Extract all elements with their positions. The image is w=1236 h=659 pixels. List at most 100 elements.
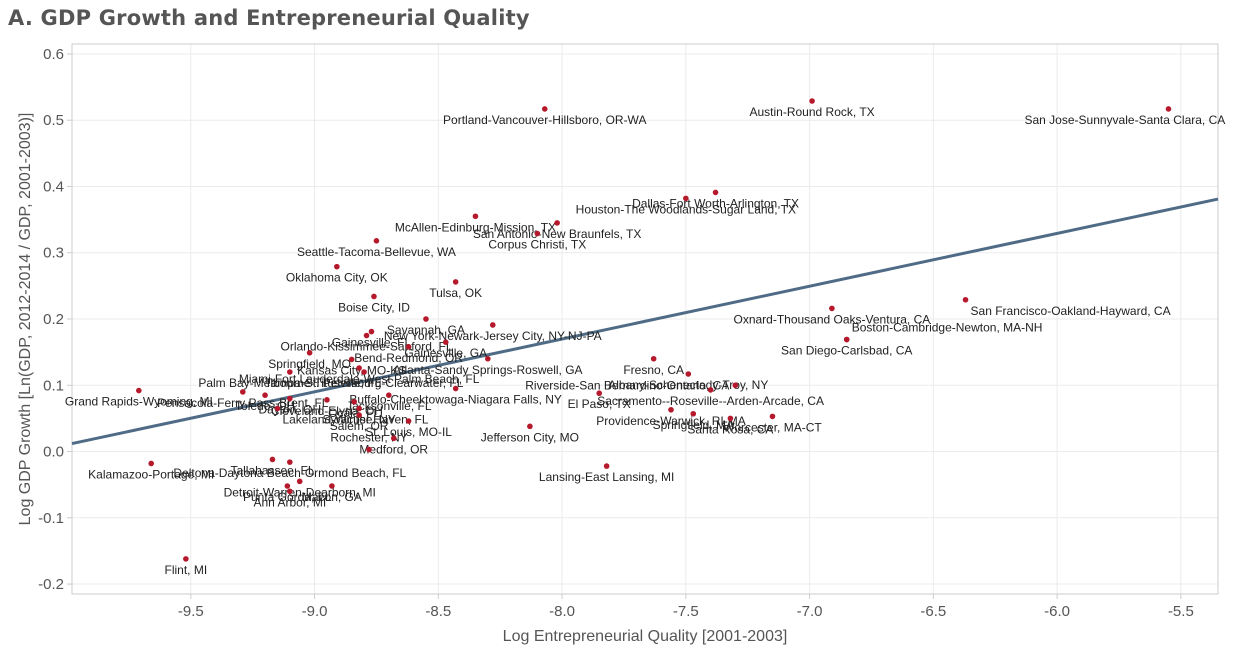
point-label: Rochester, NY xyxy=(330,431,407,445)
x-tick-label: -6.0 xyxy=(1044,603,1070,620)
point-label: Oklahoma City, OK xyxy=(286,271,388,285)
data-point xyxy=(452,279,459,285)
point-label: San Jose-Sunnyvale-Santa Clara, CA xyxy=(1025,113,1226,127)
data-points xyxy=(136,98,1172,562)
data-point xyxy=(351,399,357,405)
x-axis-ticks: -9.5 -9.0 -8.5 -8.0 -7.5 -7.0 -6.5 -6.0 -5.5 xyxy=(178,594,1194,620)
point-label: Gainesville, GA xyxy=(404,346,487,360)
data-point xyxy=(452,385,459,392)
point-label: Buffalo-Cheektowaga-Niagara Falls, NY xyxy=(349,393,562,407)
point-label: Punta Gorda, FL xyxy=(243,490,332,504)
y-tick-label: 0.5 xyxy=(43,112,64,129)
data-point xyxy=(707,387,714,393)
data-point xyxy=(262,392,268,399)
data-point xyxy=(334,263,340,270)
data-point xyxy=(829,305,835,312)
y-tick-label: -0.1 xyxy=(38,510,64,527)
data-point xyxy=(287,488,293,495)
point-label: Dayton, OH xyxy=(258,403,321,417)
point-label: Salem, OR xyxy=(330,419,389,433)
data-point xyxy=(136,387,142,394)
data-point xyxy=(239,389,246,395)
data-point xyxy=(361,369,367,375)
data-point xyxy=(690,410,697,417)
point-label: McAllen-Edinburg-Mission, TX xyxy=(395,220,556,234)
y-tick-label: -0.2 xyxy=(38,576,64,593)
x-tick-label: -8.5 xyxy=(425,603,451,620)
point-label: Ocala, FL xyxy=(328,406,380,420)
data-point xyxy=(685,371,692,377)
data-point xyxy=(769,413,776,420)
data-point xyxy=(489,322,496,328)
point-label: Lakeland-Winter Haven, FL xyxy=(282,412,428,426)
data-point xyxy=(287,459,293,465)
point-label: Detroit-Warren-Dearborn, MI xyxy=(224,485,376,499)
point-label: Oxnard-Thousand Oaks-Ventura, CA xyxy=(733,312,930,326)
x-axis-label: Log Entrepreneurial Quality [2001-2003] xyxy=(503,628,788,645)
data-point xyxy=(390,435,397,442)
data-point xyxy=(1165,106,1172,112)
data-point xyxy=(363,332,370,339)
point-label: St. Louis, MO-IL xyxy=(365,425,452,439)
point-label: Deltona-Daytona Beach-Ormond Beach, FL xyxy=(173,466,406,480)
point-label: Gainesville, FL xyxy=(332,336,412,350)
data-point xyxy=(348,356,355,363)
data-point xyxy=(284,483,291,489)
point-label: Savannah, GA xyxy=(387,323,465,337)
data-point xyxy=(962,296,969,303)
data-point xyxy=(596,390,603,397)
data-point xyxy=(368,328,375,335)
point-label: Cleveland-Elyria, OH xyxy=(271,404,383,418)
x-tick-label: -6.5 xyxy=(920,603,946,620)
point-label: El Paso, TX xyxy=(568,397,631,411)
data-point xyxy=(732,382,739,389)
data-point xyxy=(554,220,560,226)
x-tick-label: -5.5 xyxy=(1168,603,1194,620)
point-label: Miami-Fort Lauderdale-West Palm Beach, F… xyxy=(239,372,480,386)
data-point xyxy=(472,213,479,220)
data-point xyxy=(287,395,293,402)
data-point xyxy=(324,397,330,403)
point-label: Tallahassee, FL xyxy=(230,463,314,477)
data-point xyxy=(683,195,689,202)
point-label: San Antonio-New Braunfels, TX xyxy=(473,227,642,241)
data-point xyxy=(306,349,313,356)
point-labels: Portland-Vancouver-Hillsboro, OR-WA Austi… xyxy=(65,105,1225,577)
data-point xyxy=(527,423,533,430)
point-label: San Diego-Carlsbad, CA xyxy=(781,344,912,358)
y-tick-label: 0.1 xyxy=(43,377,64,394)
point-label: Orlando-Kissimmee-Sanford, FL xyxy=(281,340,453,354)
point-label: Santa Rosa, CA xyxy=(687,422,773,436)
point-label: Kalamazoo-Portage, MI xyxy=(88,467,214,481)
point-label: Portland-Vancouver-Hillsboro, OR-WA xyxy=(443,113,646,127)
point-label: Toledo, OH xyxy=(235,399,295,413)
y-tick-label: 0.4 xyxy=(43,178,64,195)
point-label: Seattle-Tacoma-Bellevue, WA xyxy=(297,245,456,259)
fit-line xyxy=(71,197,1219,446)
data-point xyxy=(423,316,429,322)
point-label: Springfield, MO xyxy=(268,357,351,371)
data-point xyxy=(329,483,335,489)
data-point xyxy=(371,293,377,300)
data-point xyxy=(269,456,276,463)
data-point xyxy=(650,355,657,362)
y-axis-label: Log GDP Growth [Ln(GDP, 2012-2014 / GDP,… xyxy=(17,113,34,526)
data-point xyxy=(405,344,412,350)
point-label: Corpus Christi, TX xyxy=(488,238,586,252)
y-tick-label: 0.2 xyxy=(43,311,64,328)
data-point xyxy=(296,478,303,485)
point-label: Palm Bay-Melbourne-Titusville, FL xyxy=(198,376,381,390)
data-point xyxy=(809,98,815,104)
grid-lines xyxy=(72,44,1218,594)
point-label: Grand Rapids-Wyoming, MI xyxy=(65,395,213,409)
point-label: Springfield, MA xyxy=(653,418,734,432)
point-label: Lansing-East Lansing, MI xyxy=(539,470,674,484)
data-point xyxy=(712,189,719,196)
y-tick-label: 0.3 xyxy=(43,245,64,262)
point-label: Jefferson City, MO xyxy=(481,430,579,444)
y-axis-ticks: 0.6 0.5 0.4 0.3 0.2 0.1 0.0 -0.1 -0.2 xyxy=(38,46,72,593)
data-point xyxy=(727,415,734,422)
fit-line-group xyxy=(71,197,1219,446)
x-tick-label: -8.0 xyxy=(549,603,575,620)
